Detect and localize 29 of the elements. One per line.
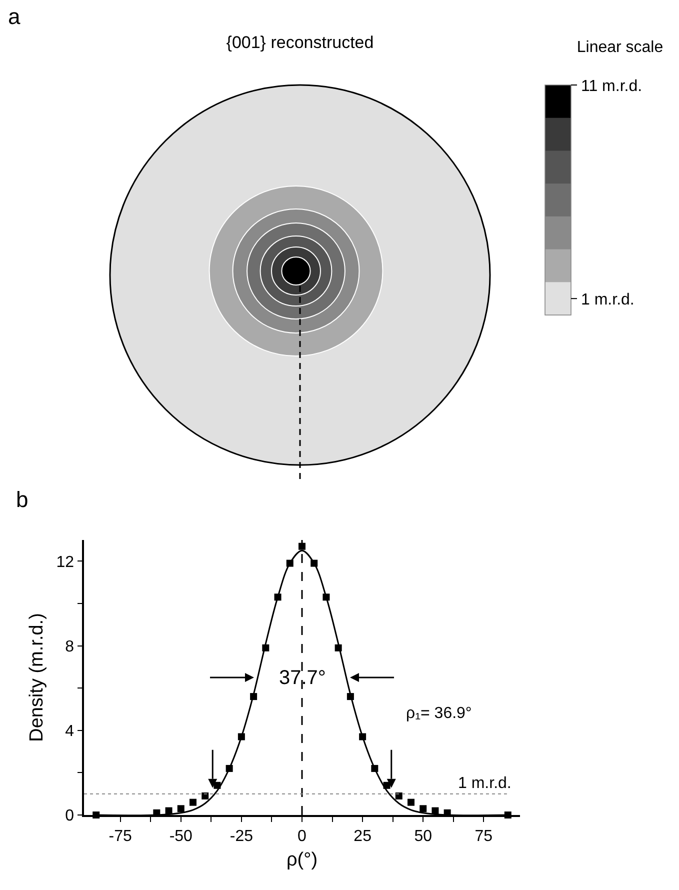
point bbox=[395, 792, 402, 800]
y-tick-label: 0 bbox=[65, 808, 74, 825]
y-tick-label: 4 bbox=[65, 722, 74, 740]
y-tick-label: 12 bbox=[56, 554, 74, 571]
x-tick-label: 0 bbox=[298, 828, 307, 845]
annotation: ρ₁= 36.9° bbox=[406, 705, 472, 722]
text: 1 m.r.d. bbox=[581, 292, 634, 309]
x-tick-label: 25 bbox=[354, 828, 372, 845]
x-tick-label: -75 bbox=[108, 828, 132, 845]
annotation: 37.7° bbox=[279, 667, 326, 689]
text: 11 m.r.d. bbox=[581, 78, 642, 95]
point bbox=[408, 798, 414, 806]
x-tick-label: -50 bbox=[169, 828, 193, 845]
x-tick-label: 75 bbox=[474, 828, 493, 845]
point bbox=[177, 805, 184, 812]
x-axis-title: ρ(°) bbox=[286, 849, 318, 870]
y-tick-label: 8 bbox=[65, 638, 74, 656]
x-tick-label: 50 bbox=[414, 828, 432, 845]
point bbox=[298, 542, 306, 550]
y-axis-title: Density (m.r.d.) bbox=[26, 613, 48, 742]
point bbox=[420, 805, 427, 812]
text: a bbox=[8, 4, 21, 29]
color-bar-title: Linear scale bbox=[576, 39, 664, 56]
text: {001} reconstructed bbox=[226, 33, 374, 52]
text: b bbox=[16, 487, 28, 512]
x-tick-label: -25 bbox=[230, 828, 254, 845]
point bbox=[202, 792, 209, 800]
point bbox=[190, 798, 196, 806]
ref-line-label: 1 m.r.d. bbox=[458, 775, 512, 792]
